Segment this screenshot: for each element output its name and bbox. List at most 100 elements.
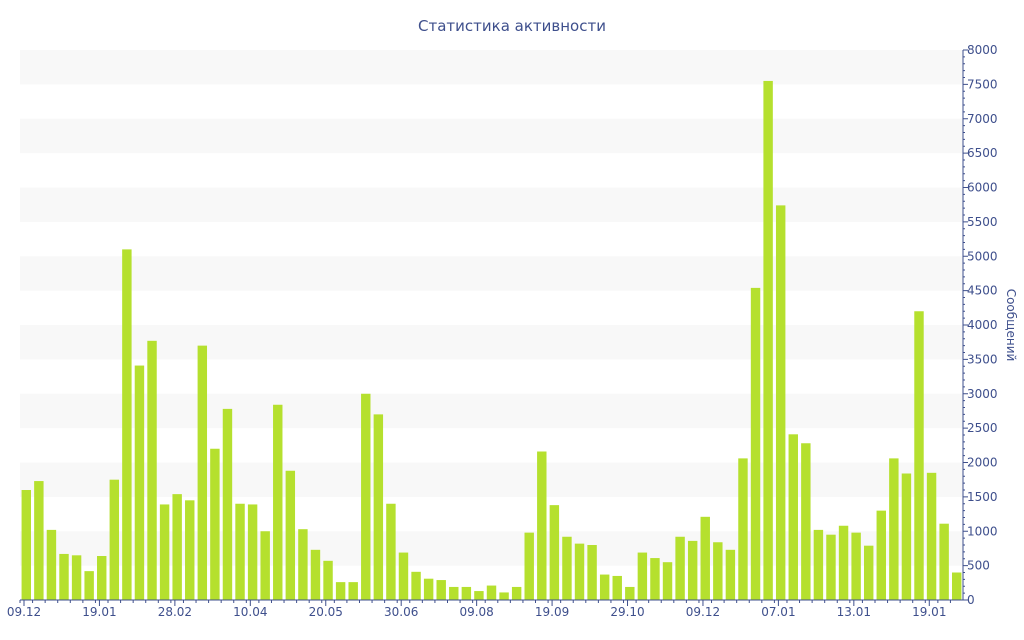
bar xyxy=(46,529,57,601)
y-tick-label: 4000 xyxy=(967,318,998,332)
bar xyxy=(763,80,773,600)
bar xyxy=(373,414,384,601)
y-tick-label: 1000 xyxy=(967,524,998,538)
x-tick-label: 20.05 xyxy=(309,605,343,619)
bar xyxy=(939,523,949,600)
y-tick-label: 3500 xyxy=(967,352,998,366)
grid-band xyxy=(20,325,963,360)
bar xyxy=(210,448,220,600)
bar xyxy=(537,451,547,600)
bar xyxy=(524,532,534,601)
bar xyxy=(461,586,472,600)
x-tick-label: 28.02 xyxy=(158,605,192,619)
x-tick-label: 09.12 xyxy=(7,605,41,619)
x-tick-label: 09.08 xyxy=(459,605,493,619)
bar xyxy=(222,408,233,601)
bar-series xyxy=(21,80,962,601)
bar xyxy=(625,586,635,600)
bar xyxy=(675,536,685,600)
bar xyxy=(197,345,208,601)
bar xyxy=(637,552,648,600)
x-axis: 09.12 19.01 28.02 10.04 20.05 30.06 09.08 19.09… xyxy=(7,599,963,619)
bar xyxy=(323,560,333,600)
bar xyxy=(599,574,610,600)
bar xyxy=(713,542,723,600)
y-tick-label: 3000 xyxy=(967,387,998,401)
bar xyxy=(335,582,346,601)
bar xyxy=(97,556,107,600)
bar xyxy=(750,287,761,601)
bar xyxy=(499,592,509,600)
bar xyxy=(687,540,698,601)
bar xyxy=(449,586,459,600)
x-tick-label: 29.10 xyxy=(610,605,644,619)
bar xyxy=(71,555,82,600)
bar xyxy=(725,549,736,600)
bar xyxy=(851,532,861,601)
bar xyxy=(801,443,811,600)
x-tick-label: 19.01 xyxy=(912,605,946,619)
bar xyxy=(650,558,660,600)
chart-title: Статистика активности xyxy=(418,17,606,35)
y-tick-label: 1500 xyxy=(967,490,998,504)
bar xyxy=(775,205,786,601)
bar xyxy=(34,481,44,600)
y-tick-label: 8000 xyxy=(967,43,998,57)
bar xyxy=(587,545,597,600)
bar xyxy=(612,575,622,600)
bar xyxy=(863,545,874,600)
y-tick-label: 0 xyxy=(967,593,975,607)
bar xyxy=(436,580,446,600)
y-tick-label: 2500 xyxy=(967,421,998,435)
bar xyxy=(662,562,673,600)
y-tick-label: 5000 xyxy=(967,249,998,263)
y-tick-label: 7000 xyxy=(967,112,998,126)
bar xyxy=(122,249,132,601)
bar xyxy=(285,470,296,600)
y-tick-label: 4500 xyxy=(967,284,998,298)
grid-band xyxy=(20,187,963,222)
bar xyxy=(876,510,886,601)
y-tick-label: 7500 xyxy=(967,77,998,91)
bar xyxy=(247,504,258,600)
y-tick-label: 2000 xyxy=(967,456,998,470)
y-tick-label: 6000 xyxy=(967,181,998,195)
x-tick-label: 19.09 xyxy=(535,605,569,619)
x-tick-label: 07.01 xyxy=(761,605,795,619)
bar xyxy=(700,516,710,600)
bar xyxy=(574,543,585,601)
x-tick-label: 09.12 xyxy=(686,605,720,619)
y-tick-label: 500 xyxy=(967,559,990,573)
x-tick-label: 19.01 xyxy=(82,605,116,619)
bar xyxy=(185,500,195,600)
bar xyxy=(310,549,321,600)
bar xyxy=(914,311,924,600)
bar xyxy=(889,458,899,601)
bar xyxy=(273,404,283,600)
bar xyxy=(147,340,157,600)
x-tick-label: 30.06 xyxy=(384,605,418,619)
bar xyxy=(486,585,497,600)
bar xyxy=(562,536,572,600)
bar xyxy=(549,505,560,601)
bar xyxy=(260,531,270,600)
bar xyxy=(411,571,421,600)
bar xyxy=(511,586,522,600)
grid-band xyxy=(20,393,963,429)
bar xyxy=(952,572,962,600)
bar xyxy=(386,503,396,600)
grid-band xyxy=(20,462,963,497)
grid-band xyxy=(20,256,963,291)
bar xyxy=(423,578,434,600)
grid-band xyxy=(20,118,963,154)
bar xyxy=(59,553,69,600)
grid-bands xyxy=(20,50,963,566)
bar xyxy=(21,490,31,600)
bar xyxy=(235,503,245,600)
bar xyxy=(159,504,170,600)
bar xyxy=(901,473,912,600)
bar xyxy=(826,534,836,600)
bar xyxy=(361,393,371,600)
